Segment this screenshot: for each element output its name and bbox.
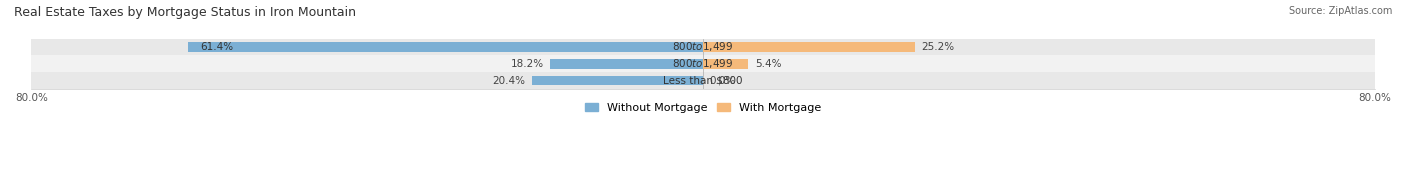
Text: 61.4%: 61.4% xyxy=(200,42,233,52)
Text: 0.0%: 0.0% xyxy=(710,76,735,86)
Bar xyxy=(31,39,1375,55)
Text: 20.4%: 20.4% xyxy=(492,76,524,86)
Bar xyxy=(187,42,703,52)
Text: 5.4%: 5.4% xyxy=(755,59,782,69)
Text: $800 to $1,499: $800 to $1,499 xyxy=(672,57,734,70)
Text: Real Estate Taxes by Mortgage Status in Iron Mountain: Real Estate Taxes by Mortgage Status in … xyxy=(14,6,356,19)
Bar xyxy=(31,55,1375,72)
Bar xyxy=(531,76,703,85)
Bar xyxy=(703,59,748,69)
Legend: Without Mortgage, With Mortgage: Without Mortgage, With Mortgage xyxy=(585,103,821,113)
Bar xyxy=(550,59,703,69)
Bar xyxy=(31,72,1375,89)
Text: $800 to $1,499: $800 to $1,499 xyxy=(672,40,734,54)
Text: 25.2%: 25.2% xyxy=(921,42,955,52)
Text: Source: ZipAtlas.com: Source: ZipAtlas.com xyxy=(1288,6,1392,16)
Bar xyxy=(703,42,914,52)
Text: Less than $800: Less than $800 xyxy=(664,76,742,86)
Text: 18.2%: 18.2% xyxy=(510,59,544,69)
